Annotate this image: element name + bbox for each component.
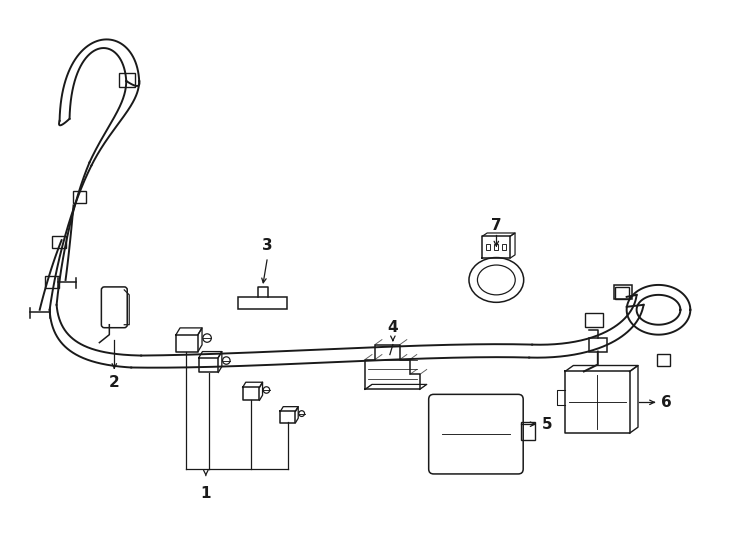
Bar bbox=[656, 354, 670, 366]
Text: 1: 1 bbox=[200, 487, 211, 501]
Bar bbox=[494, 244, 498, 250]
Bar bbox=[614, 285, 632, 299]
Bar bbox=[487, 244, 490, 250]
Bar bbox=[502, 244, 506, 250]
Text: 6: 6 bbox=[661, 395, 672, 410]
Bar bbox=[614, 287, 628, 299]
Bar bbox=[73, 191, 87, 204]
Text: 2: 2 bbox=[109, 375, 120, 390]
Text: 4: 4 bbox=[388, 320, 398, 335]
Text: 5: 5 bbox=[542, 417, 553, 431]
Bar bbox=[238, 297, 288, 309]
Text: 3: 3 bbox=[262, 238, 273, 253]
Bar bbox=[521, 422, 535, 440]
Bar bbox=[585, 313, 603, 327]
Bar bbox=[51, 236, 65, 248]
Bar bbox=[589, 338, 607, 352]
Bar bbox=[120, 73, 135, 87]
Text: 7: 7 bbox=[491, 218, 501, 233]
Bar bbox=[45, 276, 59, 288]
